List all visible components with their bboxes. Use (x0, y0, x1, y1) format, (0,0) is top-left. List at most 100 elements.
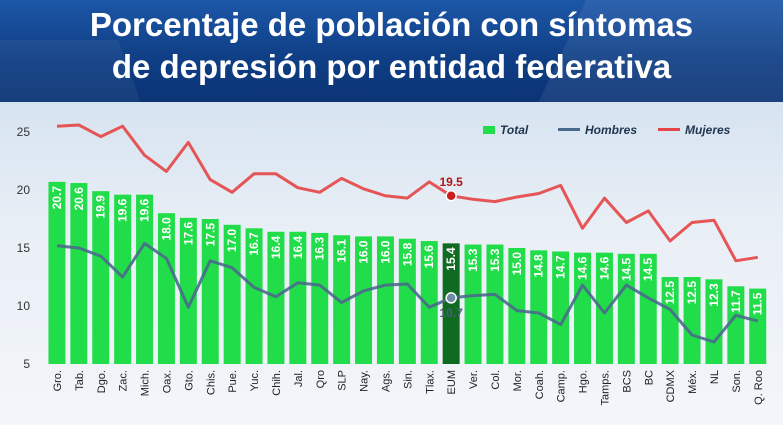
legend-mujeres-swatch (658, 128, 680, 131)
bar-total (442, 243, 460, 364)
category-label: CDMX (665, 369, 677, 402)
category-label: Mor. (512, 370, 524, 391)
bar-value-label: 15.0 (510, 252, 524, 276)
y-tick-label: 10 (17, 299, 31, 313)
series-line-mujeres (56, 123, 759, 263)
bar-total (530, 250, 548, 364)
header-banner: Porcentaje de población con síntomas de … (0, 0, 783, 102)
bar-total (333, 235, 351, 364)
bar-total (617, 253, 635, 364)
gender-lines (56, 123, 759, 344)
bar-total (639, 253, 657, 364)
bar-value-label: 16.0 (357, 240, 371, 264)
bar-value-label: 15.3 (466, 248, 480, 272)
bar-value-label: 20.7 (50, 186, 64, 210)
bar-value-label: 15.3 (488, 248, 502, 272)
legend-total-swatch (483, 126, 495, 134)
bar-value-label: 20.6 (72, 187, 86, 211)
bar-value-label: 16.4 (269, 235, 283, 259)
x-axis: Gro. Tab. Dgo. Zac. Mich. Oax. Gto. Chis. Pue. Yu… (52, 369, 765, 405)
point-mujeres-eum (445, 190, 457, 202)
bar-total (355, 236, 373, 364)
bar-total (376, 236, 394, 364)
bar-total (486, 244, 504, 364)
bar-total (508, 248, 526, 364)
series-line-hombres (56, 241, 759, 344)
category-label: Chis. (205, 370, 217, 395)
legend-hombres-swatch (558, 128, 580, 131)
bar-total (311, 232, 329, 364)
bar-total (661, 277, 679, 364)
category-label: Ags. (380, 370, 392, 392)
bar-total (595, 252, 613, 364)
bar-total (705, 279, 723, 364)
label-hombres-eum: 10.7 (439, 306, 463, 320)
bar-value-label: 19.6 (116, 198, 130, 222)
bar-total (464, 244, 482, 364)
y-tick-label: 25 (17, 125, 31, 139)
bar-value-label: 11.7 (729, 290, 743, 313)
bar-value-label: 14.8 (532, 254, 546, 278)
bar-total (223, 224, 241, 364)
bar-value-label: 12.3 (707, 283, 721, 307)
bar-value-label: 15.6 (422, 245, 436, 269)
category-label: Pue. (227, 370, 239, 393)
bar-total (420, 241, 438, 364)
bar-total (136, 194, 154, 364)
category-label: Mich. (140, 370, 152, 396)
legend-hombres-label: Hombres (585, 123, 637, 137)
category-label: Méx. (687, 370, 699, 394)
bar-value-label: 15.4 (444, 247, 458, 271)
title-line-1: Porcentaje de población con síntomas (89, 6, 694, 43)
bar-total (289, 231, 307, 364)
bar-total (245, 228, 263, 364)
bar-value-label: 12.5 (663, 281, 677, 305)
y-axis: 5 10 15 20 25 (17, 125, 31, 371)
category-label: BCS (621, 370, 633, 393)
legend-mujeres-label: Mujeres (685, 123, 731, 137)
bar-value-label: 18.0 (159, 217, 173, 241)
y-tick-label: 20 (17, 183, 31, 197)
legend: Total Hombres Mujeres (483, 123, 731, 137)
bar-total (114, 194, 132, 364)
bar-total (48, 181, 66, 364)
bar-value-label: 17.6 (181, 222, 195, 246)
category-label: Tamps. (599, 370, 611, 405)
chart-title: Porcentaje de población con síntomas de … (0, 4, 783, 88)
bar-total (179, 217, 197, 364)
category-label: Son. (731, 370, 743, 393)
category-label: Hgo. (578, 370, 590, 393)
bar-value-label: 19.9 (94, 195, 108, 219)
category-label: Q. Roo (753, 370, 765, 405)
bar-total (201, 219, 219, 364)
point-hombres-eum (445, 292, 457, 304)
bar-total (749, 288, 767, 364)
bar-value-label: 14.5 (641, 257, 655, 281)
category-label: Chih. (271, 370, 283, 396)
y-tick-label: 15 (17, 241, 31, 255)
category-label: Tab. (74, 370, 86, 391)
title-line-2: de depresión por entidad federativa (111, 48, 672, 85)
category-label: SLP (337, 370, 349, 391)
y-tick-label: 5 (23, 357, 30, 371)
category-label: Camp. (556, 370, 568, 402)
category-label: Yuc. (249, 370, 261, 391)
bar-value-label: 16.0 (378, 240, 392, 264)
bar-value-label: 14.6 (576, 256, 590, 280)
category-label: BC (643, 370, 655, 385)
bar-value-label: 12.5 (685, 281, 699, 305)
category-label: Ver. (468, 370, 480, 389)
bar-total (683, 277, 701, 364)
bar-value-label: 16.4 (291, 235, 305, 259)
bar-value-label: 16.7 (247, 232, 261, 256)
category-label: Col. (490, 370, 502, 390)
bar-value-label: 16.1 (335, 239, 349, 263)
bar-value-label: 19.6 (138, 198, 152, 222)
category-label: Gto. (183, 370, 195, 391)
data-labels: 20.7 20.6 19.9 19.6 19.6 18.0 17.6 17.5 17.0 16.7… (50, 175, 765, 320)
category-label: Tlax. (424, 370, 436, 394)
bar-value-label: 14.5 (619, 257, 633, 281)
category-label: Zac. (118, 370, 130, 391)
